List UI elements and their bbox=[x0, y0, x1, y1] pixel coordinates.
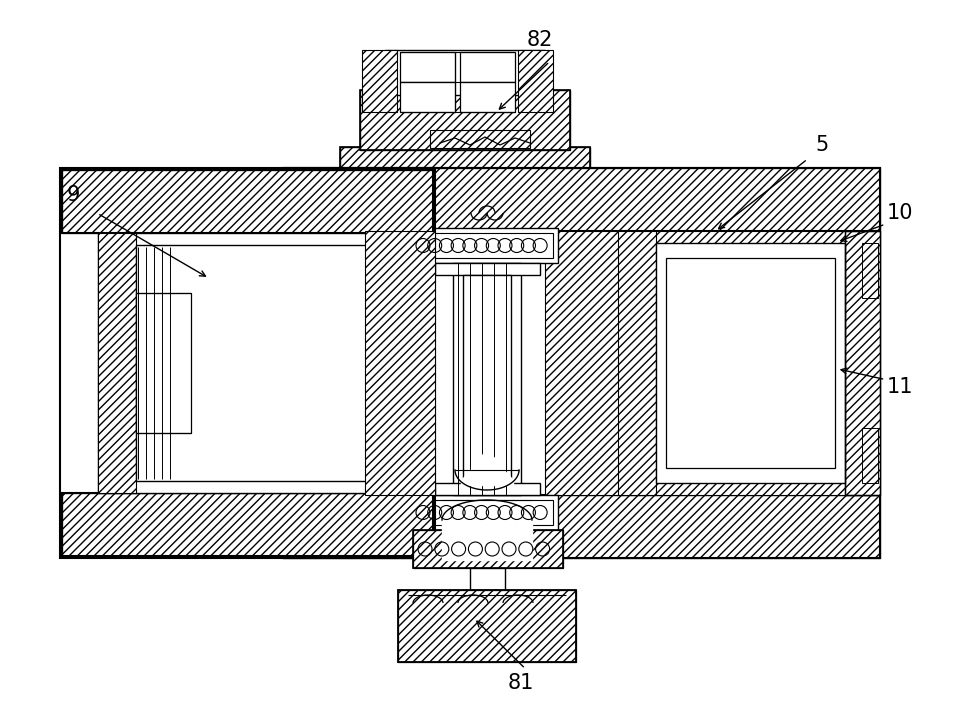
Bar bbox=[845, 231, 880, 495]
Bar bbox=[845, 231, 880, 495]
Text: 11: 11 bbox=[886, 377, 914, 397]
Bar bbox=[385, 50, 545, 95]
Bar bbox=[283, 168, 880, 231]
Text: 81: 81 bbox=[507, 673, 534, 693]
Bar bbox=[420, 233, 553, 258]
Bar bbox=[400, 52, 455, 82]
Bar bbox=[283, 495, 880, 558]
Bar bbox=[415, 495, 558, 530]
Bar bbox=[862, 243, 878, 298]
Bar bbox=[136, 245, 425, 481]
Bar bbox=[98, 233, 430, 493]
Bar bbox=[283, 231, 430, 495]
Bar bbox=[413, 530, 563, 568]
Bar bbox=[862, 428, 878, 483]
Bar bbox=[400, 82, 455, 112]
Bar bbox=[435, 483, 540, 495]
Text: 82: 82 bbox=[526, 30, 554, 50]
Text: 10: 10 bbox=[886, 203, 914, 223]
Bar bbox=[413, 530, 563, 568]
Bar bbox=[340, 147, 590, 175]
Bar bbox=[420, 500, 553, 525]
Bar bbox=[460, 52, 515, 82]
Bar bbox=[656, 243, 845, 483]
Bar bbox=[283, 168, 880, 558]
Bar bbox=[360, 90, 570, 150]
Bar bbox=[62, 170, 433, 233]
Bar bbox=[398, 590, 576, 662]
Bar bbox=[845, 231, 880, 495]
Bar bbox=[463, 275, 511, 483]
Bar bbox=[62, 493, 433, 556]
Bar bbox=[340, 147, 590, 175]
Bar bbox=[398, 590, 576, 662]
Bar bbox=[365, 231, 435, 495]
Text: 5: 5 bbox=[815, 134, 829, 155]
Bar bbox=[283, 495, 880, 558]
Bar bbox=[360, 90, 570, 150]
Bar bbox=[62, 493, 433, 556]
Bar bbox=[518, 50, 553, 112]
Text: 9: 9 bbox=[66, 185, 80, 205]
Bar bbox=[666, 258, 835, 468]
Bar bbox=[435, 263, 540, 275]
Bar bbox=[425, 233, 430, 493]
Bar bbox=[98, 233, 136, 493]
Bar bbox=[460, 82, 515, 112]
Bar bbox=[283, 168, 880, 231]
Bar bbox=[618, 231, 656, 495]
Bar bbox=[62, 170, 433, 233]
Bar bbox=[453, 263, 521, 495]
Bar bbox=[415, 228, 558, 263]
Bar bbox=[470, 568, 505, 590]
Bar bbox=[136, 293, 191, 433]
Bar bbox=[430, 130, 530, 148]
Bar bbox=[545, 231, 880, 495]
Bar bbox=[362, 50, 397, 112]
Bar bbox=[60, 168, 435, 558]
